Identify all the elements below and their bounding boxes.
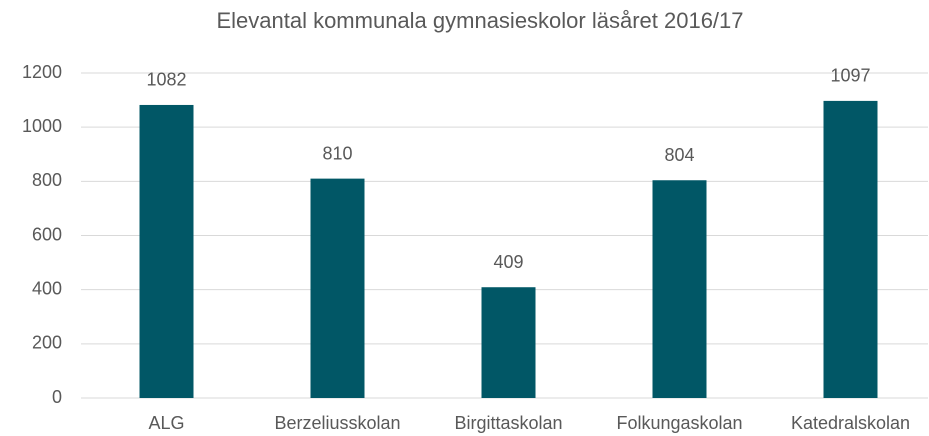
bar (310, 178, 365, 398)
bar (481, 287, 536, 398)
x-tick-label: Folkungaskolan (616, 413, 742, 433)
data-label: 1097 (830, 66, 870, 86)
y-tick-label: 0 (52, 387, 62, 407)
data-label: 409 (493, 252, 523, 272)
y-tick-label: 200 (32, 333, 62, 353)
x-tick-label: Berzeliusskolan (274, 413, 400, 433)
bar (652, 180, 707, 398)
x-tick-label: Birgittaskolan (454, 413, 562, 433)
data-label: 1082 (146, 70, 186, 90)
bar (823, 100, 878, 398)
y-tick-label: 400 (32, 278, 62, 298)
data-label: 810 (322, 143, 352, 163)
y-tick-label: 1000 (22, 116, 62, 136)
chart-title: Elevantal kommunala gymnasieskolor läsår… (216, 8, 743, 33)
y-tick-label: 800 (32, 170, 62, 190)
x-tick-label: Katedralskolan (791, 413, 910, 433)
x-tick-label: ALG (148, 413, 184, 433)
data-label: 804 (664, 145, 694, 165)
bar (139, 104, 194, 398)
y-tick-label: 600 (32, 224, 62, 244)
y-tick-label: 1200 (22, 62, 62, 82)
